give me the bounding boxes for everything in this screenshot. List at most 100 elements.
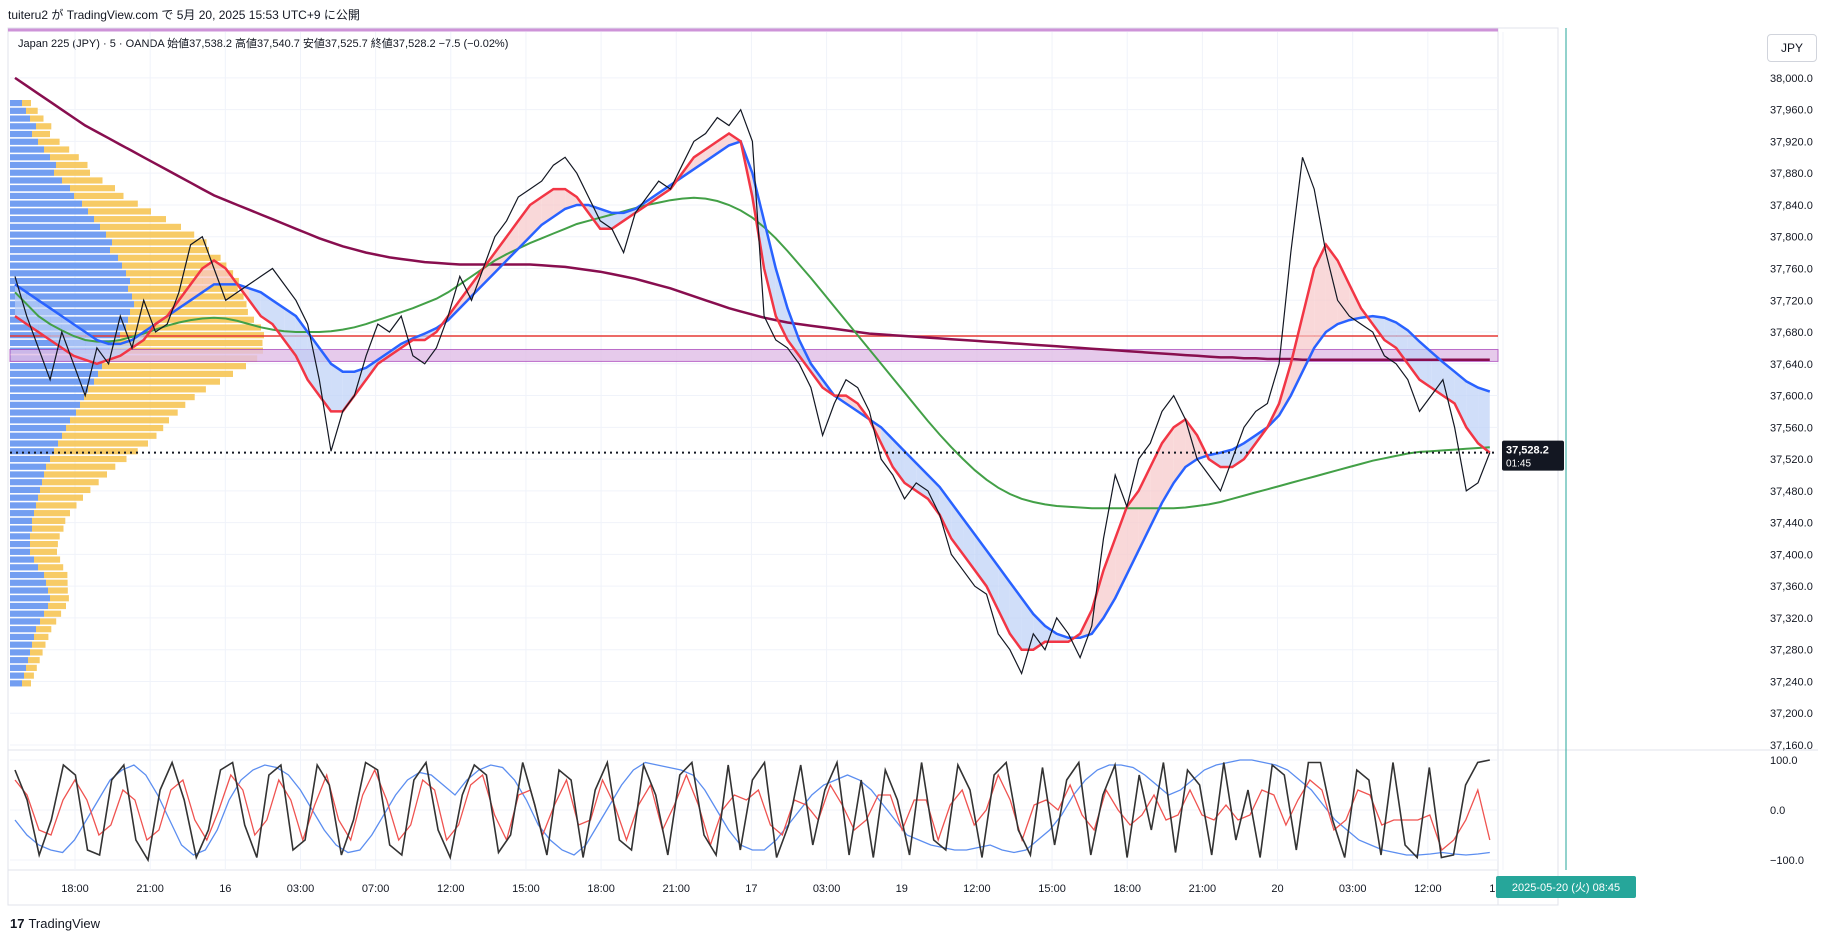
ema-cloud-fill xyxy=(600,208,612,229)
volume-profile-sell-bar xyxy=(38,138,60,145)
x-tick-label: 03:00 xyxy=(1339,883,1367,895)
ema-cloud-fill xyxy=(998,566,1010,634)
x-tick-label: 16 xyxy=(219,883,231,895)
volume-profile-sell-bar xyxy=(40,486,91,494)
volume-profile-buy-bar xyxy=(10,192,74,200)
osc-y-tick-label: 0.0 xyxy=(1770,805,1785,817)
ema-cloud-fill xyxy=(61,316,74,356)
countdown-label: 01:45 xyxy=(1506,459,1531,470)
volume-profile-buy-bar xyxy=(10,239,112,246)
x-tick-label: 15:00 xyxy=(1038,883,1066,895)
ema-cloud-fill xyxy=(1173,419,1186,483)
ema-cloud-fill xyxy=(1220,449,1233,468)
volume-profile-sell-bar xyxy=(62,432,157,439)
volume-profile-buy-bar xyxy=(10,486,40,494)
volume-profile-buy-bar xyxy=(10,432,62,439)
osc-rsi-line xyxy=(14,759,1490,856)
y-tick-label: 37,760.0 xyxy=(1770,263,1813,275)
ema-cloud-fill xyxy=(565,189,577,209)
x-tick-label: 03:00 xyxy=(287,883,315,895)
volume-profile-sell-bar xyxy=(38,494,83,501)
volume-profile-sell-bar xyxy=(44,146,70,153)
volume-profile-sell-bar xyxy=(70,417,169,424)
volume-profile-buy-bar xyxy=(10,556,34,563)
volume-profile-sell-bar xyxy=(70,185,115,192)
volume-profile-buy-bar xyxy=(10,185,70,192)
volume-profile-buy-bar xyxy=(10,641,32,648)
volume-profile-sell-bar xyxy=(48,602,66,610)
volume-profile-buy-bar xyxy=(10,533,30,540)
volume-profile-buy-bar xyxy=(10,448,54,455)
volume-profile-sell-bar xyxy=(40,618,57,625)
volume-profile-buy-bar xyxy=(10,270,126,277)
volume-profile-sell-bar xyxy=(30,548,57,555)
volume-profile-buy-bar xyxy=(10,177,62,184)
x-tick-label: 17 xyxy=(745,883,757,895)
ema-cloud-fill xyxy=(693,149,706,170)
x-tick-label: 18:00 xyxy=(61,883,89,895)
ema-cloud-fill xyxy=(1337,260,1350,325)
ema-fast-line xyxy=(14,131,1491,651)
volume-profile-buy-bar xyxy=(10,107,26,114)
ema-cloud-fill xyxy=(1126,490,1139,575)
last-price-label: 37,528.2 xyxy=(1506,445,1549,457)
ema-cloud-fill xyxy=(764,220,776,317)
volume-profile-buy-bar xyxy=(10,277,130,285)
volume-profile-sell-bar xyxy=(100,223,181,230)
ema-cloud-fill xyxy=(1384,317,1397,348)
volume-profile-buy-bar xyxy=(10,479,42,486)
y-tick-label: 37,440.0 xyxy=(1770,518,1813,530)
volume-profile-sell-bar xyxy=(46,463,116,470)
y-tick-label: 37,200.0 xyxy=(1770,708,1813,720)
volume-profile-buy-bar xyxy=(10,123,36,130)
x-tick-label: 21:00 xyxy=(662,883,690,895)
ema-cloud-fill xyxy=(1419,341,1432,388)
ema-cloud-fill xyxy=(1478,387,1490,453)
ema-slow-line xyxy=(14,139,1491,640)
volume-profile-sell-bar xyxy=(36,123,52,130)
volume-profile-sell-bar xyxy=(46,579,68,586)
footer-brand[interactable]: 17 TradingView xyxy=(10,916,100,931)
volume-profile-sell-bar xyxy=(26,664,37,671)
ema-cloud-fill xyxy=(1009,582,1022,650)
volume-profile-sell-bar xyxy=(30,541,58,548)
x-tick-label: 12:00 xyxy=(437,883,465,895)
footer-brand-name: TradingView xyxy=(28,916,101,931)
volume-profile-sell-bar xyxy=(58,440,148,447)
volume-profile-buy-bar xyxy=(10,548,30,555)
volume-profile-buy-bar xyxy=(10,657,28,664)
volume-profile-sell-bar xyxy=(74,192,124,200)
volume-profile-buy-bar xyxy=(10,626,36,633)
y-tick-label: 37,480.0 xyxy=(1770,486,1813,498)
volume-profile-buy-bar xyxy=(10,409,76,416)
price-line xyxy=(14,108,1491,676)
volume-profile-buy-bar xyxy=(10,262,122,269)
volume-profile-buy-bar xyxy=(10,169,54,176)
volume-profile-sell-bar xyxy=(48,587,68,594)
x-tick-label: 07:00 xyxy=(362,883,390,895)
volume-profile-sell-bar xyxy=(114,339,263,347)
y-tick-label: 37,560.0 xyxy=(1770,422,1813,434)
volume-profile-buy-bar xyxy=(10,510,34,517)
volume-profile-buy-bar xyxy=(10,130,32,138)
ema-cloud-fill xyxy=(541,189,554,225)
published-caption: tuiteru2 が TradingView.com で 5月 20, 2025… xyxy=(8,8,360,22)
volume-profile-buy-bar xyxy=(10,571,44,579)
volume-profile-buy-bar xyxy=(10,394,84,401)
volume-profile-sell-bar xyxy=(98,370,233,377)
x-tick-label: 18:00 xyxy=(587,883,615,895)
volume-profile-sell-bar xyxy=(32,641,46,648)
volume-profile-sell-bar xyxy=(94,378,220,385)
volume-profile-sell-bar xyxy=(34,633,49,641)
y-tick-label: 37,960.0 xyxy=(1770,105,1813,117)
chart-frame xyxy=(7,27,1559,906)
ema-cloud-fill xyxy=(1150,443,1163,527)
symbol-legend[interactable]: Japan 225 (JPY) · 5 · OANDA 始値37,538.2 高… xyxy=(18,38,509,50)
current-time-label: 2025-05-20 (火) 08:45 xyxy=(1512,882,1620,894)
volume-profile-sell-bar xyxy=(22,100,31,107)
volume-profile-sell-bar xyxy=(36,502,77,509)
currency-button[interactable]: JPY xyxy=(1767,34,1817,62)
volume-profile-buy-bar xyxy=(10,579,46,586)
ema-cloud-fill xyxy=(202,260,214,293)
